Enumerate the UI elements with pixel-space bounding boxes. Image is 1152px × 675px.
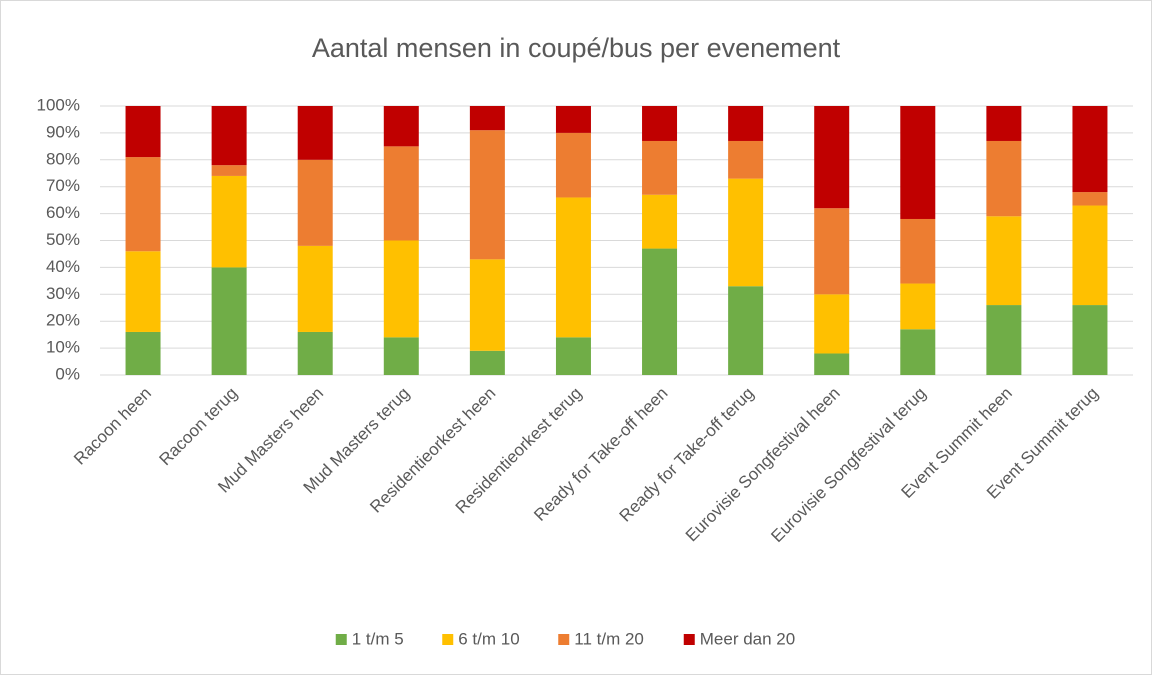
legend-label: 1 t/m 5 [352,629,404,648]
bar-segment [469,350,505,375]
y-tick-label: 70% [46,176,80,195]
bar-segment [555,197,591,338]
y-tick-label: 0% [55,364,80,383]
bar-segment [728,106,764,141]
bar-segment [469,106,505,131]
bar-segment [900,218,936,284]
bar-segment [986,140,1022,217]
legend-swatch [335,634,347,645]
bar-segment [469,259,505,351]
bar-segment [297,106,333,160]
legend-swatch [558,634,570,645]
legend-label: Meer dan 20 [700,629,795,648]
y-tick-label: 50% [46,230,80,249]
bar-segment [814,106,850,209]
bar-segment [1072,106,1108,193]
y-tick-label: 20% [46,311,80,330]
bar-segment [642,140,678,195]
chart-title: Aantal mensen in coupé/bus per evenement [312,33,841,63]
legend-label: 11 t/m 20 [574,629,644,648]
bar-segment [211,106,247,166]
bar-segment [986,216,1022,306]
bar-segment [297,331,333,375]
bar-segment [1072,205,1108,306]
legend-label: 6 t/m 10 [458,629,519,648]
y-tick-label: 30% [46,284,80,303]
bar-segment [469,130,505,260]
y-tick-label: 90% [46,122,80,141]
y-tick-label: 10% [46,338,80,357]
legend-swatch [683,634,695,645]
bar-segment [900,283,936,330]
bar-segment [383,106,419,147]
bar-segment [211,175,247,268]
bar-segment [555,132,591,198]
bar-segment [383,146,419,241]
bar-segment [383,240,419,338]
bar-segment [986,106,1022,141]
bar-segment [728,286,764,375]
bar-segment [814,353,850,375]
bar-segment [642,194,678,249]
y-tick-label: 40% [46,257,80,276]
bar-segment [642,106,678,141]
bar-segment [986,305,1022,375]
bar-segment [814,294,850,354]
bar-segment [297,245,333,332]
bar-segment [1072,192,1108,206]
bar-segment [297,159,333,246]
legend-swatch [442,634,454,645]
bar-segment [383,337,419,375]
bar-segment [728,140,764,179]
bar-segment [900,106,936,219]
bar-segment [814,208,850,295]
bar-segment [125,331,161,375]
y-tick-label: 80% [46,149,80,168]
bar-segment [211,165,247,176]
bar-segment [555,106,591,133]
bar-segment [555,337,591,375]
bar-segment [125,157,161,252]
bar-segment [900,329,936,375]
y-tick-label: 60% [46,203,80,222]
y-tick-label: 100% [37,95,80,114]
bar-segment [125,106,161,158]
bar-segment [211,267,247,375]
bar-segment [642,248,678,375]
bar-segment [1072,305,1108,375]
bar-segment [125,251,161,332]
bar-segment [728,178,764,287]
